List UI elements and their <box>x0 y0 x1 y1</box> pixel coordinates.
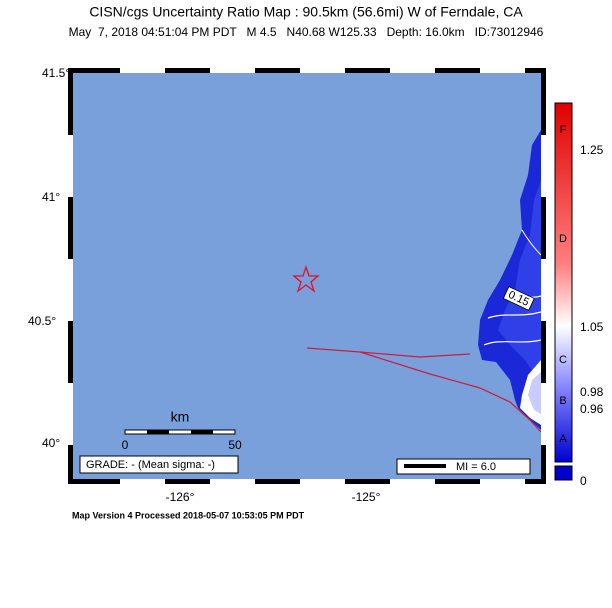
subtitle: May 7, 2018 04:51:04 PM PDT M 4.5 N40.68… <box>69 25 544 39</box>
ocean <box>73 73 541 479</box>
lat-label: 41.5° <box>42 66 70 80</box>
colorbar-low <box>554 465 573 481</box>
contour-label-box <box>502 286 535 311</box>
epicenter <box>292 264 320 293</box>
lat-label: 40° <box>42 436 60 450</box>
scale-bar-seg <box>191 430 213 434</box>
scale-label: 0 <box>122 438 129 452</box>
scale-bar <box>124 429 236 435</box>
lon-label: -126° <box>166 490 195 504</box>
grade-label: C <box>559 354 567 366</box>
legend-text: MI = 6.0 <box>456 461 496 473</box>
colorbar-label: 1.25 <box>580 143 604 157</box>
grade-box <box>79 455 239 474</box>
scale-unit: km <box>171 409 190 425</box>
lat-label: 40.5° <box>28 314 56 328</box>
title: CISN/cgs Uncertainty Ratio Map : 90.5km … <box>89 4 523 20</box>
grade-label: D <box>559 233 567 245</box>
grade: GRADE: - (Mean sigma: -) <box>86 459 215 471</box>
scale-bar-seg <box>147 430 169 434</box>
colorbar <box>554 102 573 463</box>
land <box>306 130 541 433</box>
colorbar-label: 1.05 <box>580 320 604 334</box>
lat-label: 41° <box>42 190 60 204</box>
lon-label: -125° <box>352 490 381 504</box>
scale-label: 50 <box>228 438 242 452</box>
colorbar-label: 0.98 <box>580 385 604 399</box>
frame-ticks <box>68 68 546 484</box>
colorbar-label: 0 <box>580 474 587 488</box>
grade-label: B <box>559 395 566 407</box>
grade-label: F <box>560 124 567 136</box>
footer: Map Version 4 Processed 2018-05-07 10:53… <box>72 510 305 520</box>
grade-label: A <box>559 433 567 445</box>
legend-box <box>396 458 531 475</box>
colorbar-label: 0.96 <box>580 402 604 416</box>
